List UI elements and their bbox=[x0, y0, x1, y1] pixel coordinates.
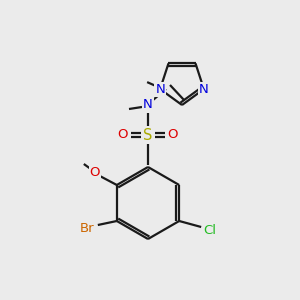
Text: Br: Br bbox=[80, 221, 94, 235]
Text: N: N bbox=[143, 98, 153, 112]
Text: O: O bbox=[90, 167, 100, 179]
Text: Cl: Cl bbox=[204, 224, 217, 236]
Text: O: O bbox=[168, 128, 178, 142]
Text: N: N bbox=[199, 82, 209, 96]
Text: O: O bbox=[118, 128, 128, 142]
Text: N: N bbox=[155, 82, 165, 96]
Text: S: S bbox=[143, 128, 153, 142]
